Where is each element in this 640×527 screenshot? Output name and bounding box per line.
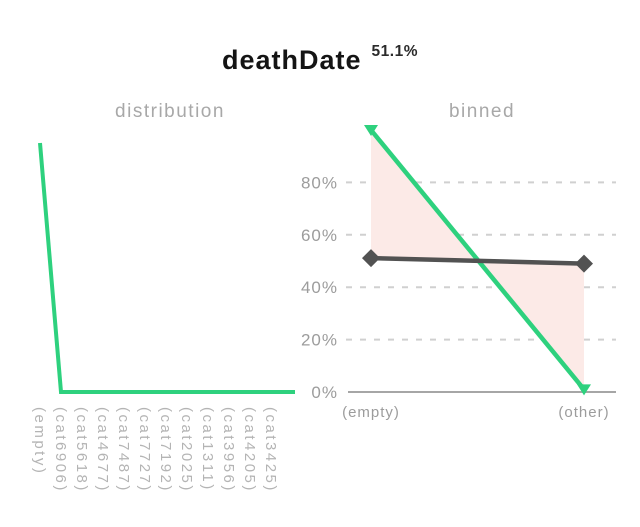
diamond-marker bbox=[575, 254, 593, 273]
category-label: (cat2025) bbox=[178, 407, 195, 493]
category-label: (cat5618) bbox=[73, 407, 90, 493]
binned-x-label: (other) bbox=[558, 404, 609, 421]
binned-x-label: (empty) bbox=[342, 404, 400, 421]
diamond-marker bbox=[362, 249, 380, 268]
chart-title-row: deathDate 51.1% bbox=[0, 44, 640, 74]
distribution-line bbox=[38, 142, 295, 394]
category-label: (cat6906) bbox=[52, 407, 69, 493]
y-tick-label: 0% bbox=[311, 383, 338, 402]
y-tick-label: 60% bbox=[301, 226, 338, 245]
triangle-marker bbox=[364, 125, 378, 136]
category-label: (cat7487) bbox=[115, 407, 132, 493]
category-label: (cat7727) bbox=[136, 407, 153, 493]
category-label: (empty) bbox=[31, 407, 48, 475]
binned-panel-subtitle: binned bbox=[448, 101, 516, 122]
category-label: (cat1311) bbox=[199, 407, 216, 492]
category-label: (cat3425) bbox=[262, 407, 279, 493]
page-title: deathDate bbox=[222, 45, 362, 75]
category-label: (cat7192) bbox=[157, 407, 174, 493]
title-metric-badge: 51.1% bbox=[371, 43, 418, 60]
category-label: (cat4205) bbox=[241, 407, 258, 493]
category-label: (cat4677) bbox=[94, 407, 111, 493]
triangle-marker bbox=[577, 384, 591, 396]
y-tick-label: 80% bbox=[301, 173, 338, 192]
y-tick-label: 40% bbox=[301, 278, 338, 297]
distribution-panel-subtitle: distribution bbox=[115, 101, 225, 122]
binned-predicted-line bbox=[370, 255, 585, 266]
y-tick-label: 20% bbox=[301, 331, 338, 350]
category-label: (cat3956) bbox=[220, 407, 237, 493]
